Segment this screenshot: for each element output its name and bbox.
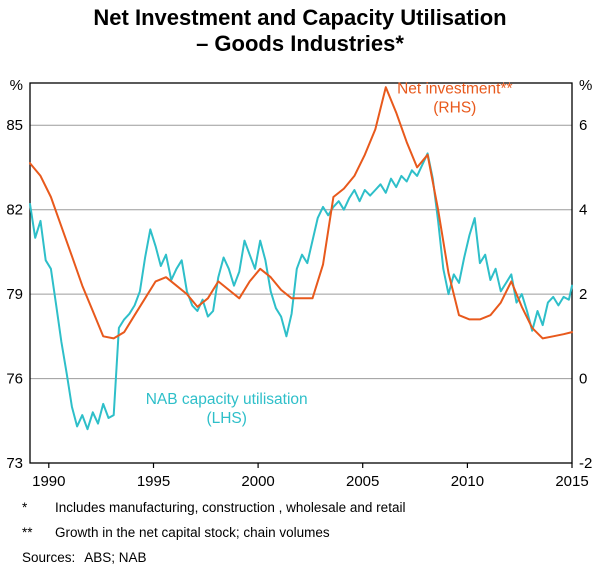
right-axis-tick-label: 0 — [579, 370, 587, 387]
capacity-utilisation-label-line2: (LHS) — [206, 410, 246, 427]
footnote-1-text: Includes manufacturing, construction , w… — [55, 499, 406, 515]
left-axis-tick-label: 79 — [6, 286, 23, 303]
chart-title-line1: Net Investment and Capacity Utilisation — [93, 5, 507, 30]
left-axis-tick-label: 73 — [6, 455, 23, 472]
chart-title-line2: – Goods Industries* — [196, 31, 404, 57]
footnote-2-marker: ** — [22, 524, 33, 540]
footnote-2: ** Growth in the net capital stock; chai… — [22, 525, 582, 542]
net-investment-line — [29, 85, 573, 340]
net-investment-label-line1: Net investment** — [397, 80, 512, 97]
x-axis-tick-label: 2000 — [241, 473, 274, 490]
left-axis-unit: % — [10, 77, 23, 94]
x-axis-tick-label: 1990 — [32, 473, 65, 490]
right-axis-tick-label: 2 — [579, 286, 587, 303]
nab-capacity-utilisation-line — [29, 152, 573, 430]
net-investment-label-line2: (RHS) — [433, 99, 476, 116]
left-axis-tick-label: 76 — [6, 370, 23, 387]
footnote-2-text: Growth in the net capital stock; chain v… — [55, 524, 330, 540]
sources-label: Sources: — [22, 549, 76, 565]
x-axis-tick-label: 2015 — [555, 473, 588, 490]
footnote-1: * Includes manufacturing, construction ,… — [22, 500, 582, 517]
left-axis-tick-label: 85 — [6, 117, 23, 134]
capacity-utilisation-label-line1: NAB capacity utilisation — [146, 391, 308, 408]
sources-line: Sources: ABS; NAB — [22, 550, 582, 567]
sources-text: ABS; NAB — [84, 549, 147, 565]
right-axis-unit: % — [579, 77, 592, 94]
right-axis-tick-label: 4 — [579, 201, 587, 218]
plot-frame — [29, 82, 573, 464]
x-axis-tick-label: 2010 — [451, 473, 484, 490]
x-axis-tick-label: 1995 — [137, 473, 170, 490]
footnote-1-marker: * — [22, 499, 28, 515]
chart-svg: % 73 76 79 82 85% -2 0 2 4 6 1990 1995 2000 2005 2010 20… — [6, 77, 592, 490]
chart-title: Net Investment and Capacity Utilisation … — [0, 0, 600, 58]
right-axis-tick-label: -2 — [579, 455, 592, 472]
x-axis-tick-label: 2005 — [346, 473, 379, 490]
left-axis-tick-label: 82 — [6, 201, 23, 218]
right-axis-tick-label: 6 — [579, 117, 587, 134]
footnotes: * Includes manufacturing, construction ,… — [0, 494, 600, 567]
